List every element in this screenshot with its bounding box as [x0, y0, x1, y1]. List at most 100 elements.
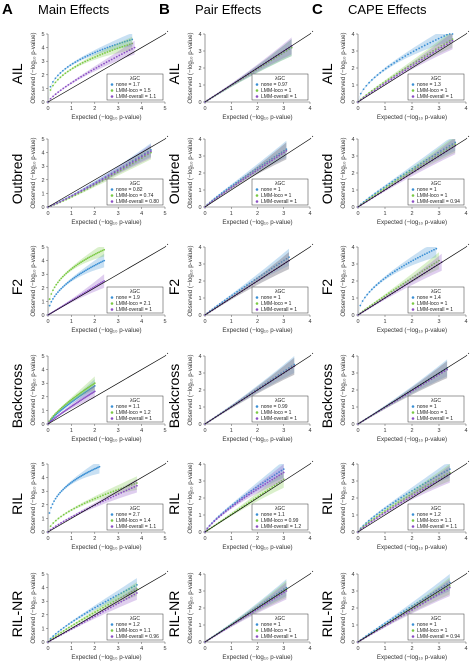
data-point	[391, 271, 394, 274]
data-point	[405, 498, 408, 501]
data-point	[57, 91, 60, 94]
data-point	[440, 44, 443, 47]
data-point	[254, 170, 257, 173]
data-point	[71, 277, 74, 280]
data-point	[256, 169, 259, 171]
data-point	[400, 499, 403, 502]
legend-entry: LMM-loco = 1	[417, 193, 448, 199]
data-point	[66, 70, 69, 73]
data-point	[263, 164, 266, 167]
x-axis-label: Expected (−log₁₀ p-value)	[222, 327, 292, 334]
legend-marker	[110, 629, 114, 632]
data-point	[81, 503, 83, 506]
data-point	[80, 189, 83, 192]
legend-title: λGC	[431, 76, 441, 82]
legend-marker	[411, 188, 415, 191]
data-point	[234, 501, 237, 504]
data-point	[435, 479, 438, 481]
data-point	[113, 171, 116, 174]
data-point	[81, 398, 84, 401]
data-point	[69, 482, 72, 484]
data-point	[76, 397, 78, 400]
data-point	[385, 186, 388, 189]
data-point	[278, 474, 281, 477]
data-point	[384, 276, 387, 279]
data-point	[391, 182, 394, 185]
y-tick-label: 3	[198, 49, 201, 55]
x-tick-label: 2	[410, 106, 413, 112]
data-point	[395, 287, 398, 290]
data-point	[427, 598, 430, 600]
data-point	[80, 261, 82, 264]
data-point	[93, 264, 96, 267]
legend-marker	[411, 635, 415, 638]
data-point	[403, 613, 405, 616]
legend-marker	[110, 417, 114, 420]
data-point	[271, 596, 273, 599]
data-point	[271, 475, 274, 478]
data-point	[440, 591, 443, 594]
data-point	[80, 475, 83, 477]
data-point	[384, 511, 386, 514]
data-point	[130, 483, 133, 486]
x-tick-label: 3	[437, 319, 440, 325]
data-point	[245, 495, 248, 498]
y-tick-label: 0	[198, 100, 201, 106]
data-point	[92, 383, 95, 386]
data-point	[421, 483, 424, 486]
data-point	[98, 181, 101, 184]
data-point	[248, 282, 251, 285]
data-point	[399, 284, 402, 287]
legend-marker	[411, 623, 415, 626]
data-point	[76, 64, 79, 67]
data-point	[263, 601, 266, 603]
legend-entry: LMM-overall = 0.96	[116, 634, 159, 640]
data-point	[98, 465, 101, 468]
data-point	[59, 76, 62, 79]
confidence-band	[205, 39, 292, 102]
y-axis-label: Observed (−log₁₀ p-value)	[30, 32, 37, 103]
data-point	[62, 411, 65, 414]
legend-title: λGC	[275, 181, 285, 187]
data-point	[213, 520, 216, 523]
data-point	[280, 589, 283, 592]
data-point	[99, 282, 102, 284]
data-point	[112, 495, 115, 498]
data-point	[380, 297, 383, 299]
data-point	[71, 400, 74, 403]
data-point	[408, 491, 411, 494]
data-point	[87, 470, 90, 473]
x-tick-label: 1	[230, 319, 233, 325]
y-tick-label: 0	[41, 100, 44, 106]
data-point	[57, 630, 60, 633]
data-point	[144, 153, 146, 156]
data-point	[390, 63, 393, 66]
data-point	[65, 628, 68, 631]
data-point	[430, 478, 432, 481]
data-point	[71, 404, 74, 407]
legend-box	[251, 286, 309, 314]
y-tick-label: 5	[41, 137, 44, 143]
data-point	[115, 55, 118, 58]
y-axis-label: Observed (−log₁₀ p-value)	[340, 137, 347, 208]
legend-box	[251, 613, 309, 641]
data-point	[62, 629, 65, 632]
data-point	[228, 296, 231, 298]
y-tick-label: 2	[198, 606, 201, 612]
data-point	[52, 414, 55, 417]
x-tick-label: 2	[256, 319, 259, 325]
data-point	[122, 599, 125, 602]
data-point	[58, 289, 61, 292]
data-point	[68, 280, 71, 283]
data-point	[446, 41, 448, 44]
data-point	[448, 585, 451, 587]
data-point	[251, 280, 253, 283]
data-point	[376, 515, 378, 518]
legend-entry: none = 1.3	[417, 82, 441, 88]
data-point	[440, 586, 443, 589]
row-label: RIL	[319, 493, 335, 515]
legend-entry: LMM-loco = 2.1	[116, 301, 151, 307]
x-tick-label: 0	[356, 211, 359, 217]
data-point	[92, 385, 95, 388]
legend-entry: none = 1	[261, 622, 281, 628]
